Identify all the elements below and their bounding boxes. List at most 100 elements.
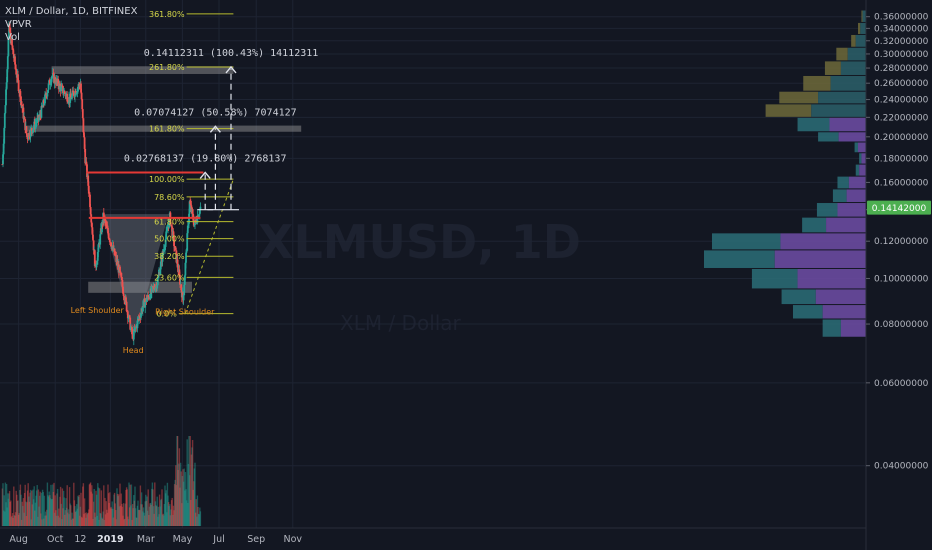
candle[interactable] xyxy=(122,282,124,295)
price-tick-label[interactable]: 0.36000000 xyxy=(874,13,929,23)
candle[interactable] xyxy=(6,66,9,88)
candle[interactable] xyxy=(165,225,168,233)
candle[interactable] xyxy=(36,113,39,126)
price-tick-label[interactable]: 0.06000000 xyxy=(874,379,929,389)
candle[interactable] xyxy=(149,286,152,300)
candle[interactable] xyxy=(12,50,15,62)
time-tick-label[interactable]: Oct xyxy=(47,534,64,545)
candle[interactable] xyxy=(186,230,189,251)
candle[interactable] xyxy=(126,310,129,324)
candle[interactable] xyxy=(50,75,53,87)
candle[interactable] xyxy=(106,221,109,229)
candle[interactable] xyxy=(144,300,147,314)
candle[interactable] xyxy=(5,86,7,107)
candle[interactable] xyxy=(131,324,133,339)
candle[interactable] xyxy=(49,79,52,90)
price-tick-label[interactable]: 0.26000000 xyxy=(874,79,929,89)
candle[interactable] xyxy=(105,221,108,228)
candle[interactable] xyxy=(189,197,192,205)
candles[interactable] xyxy=(1,21,202,346)
time-tick-label[interactable]: Mar xyxy=(137,534,155,545)
candle[interactable] xyxy=(22,103,25,123)
price-tick-label[interactable]: 0.24000000 xyxy=(874,96,929,106)
price-tick-label[interactable]: 0.32000000 xyxy=(874,37,929,47)
candle[interactable] xyxy=(82,118,85,135)
candle[interactable] xyxy=(40,102,43,119)
candle[interactable] xyxy=(199,202,202,214)
candle[interactable] xyxy=(8,21,11,33)
candle[interactable] xyxy=(6,53,9,73)
candle[interactable] xyxy=(7,37,10,58)
candle[interactable] xyxy=(156,284,159,292)
candle[interactable] xyxy=(193,224,196,227)
price-tick-label[interactable]: 0.04000000 xyxy=(874,462,929,472)
candle[interactable] xyxy=(39,109,42,120)
candle[interactable] xyxy=(182,294,185,306)
candle[interactable] xyxy=(132,325,135,346)
candle[interactable] xyxy=(92,229,94,241)
candle[interactable] xyxy=(19,89,22,106)
price-tick-label[interactable]: 0.12000000 xyxy=(874,237,929,247)
candle[interactable] xyxy=(66,97,69,103)
time-tick-label[interactable]: Aug xyxy=(9,534,28,545)
last-price-tag[interactable]: 0.14142000 xyxy=(867,200,931,215)
candle[interactable] xyxy=(17,78,20,94)
candle[interactable] xyxy=(125,301,128,313)
candle[interactable] xyxy=(92,240,95,255)
time-tick-label[interactable]: 12 xyxy=(74,534,86,545)
candle[interactable] xyxy=(111,246,114,253)
candle[interactable] xyxy=(120,272,123,279)
candle[interactable] xyxy=(2,151,4,168)
candle[interactable] xyxy=(97,242,100,258)
candle[interactable] xyxy=(123,294,126,305)
time-tick-label[interactable]: Nov xyxy=(284,534,303,545)
candle[interactable] xyxy=(72,86,75,93)
candle[interactable] xyxy=(80,88,83,101)
candle[interactable] xyxy=(116,255,119,270)
price-tick-label[interactable]: 0.22000000 xyxy=(874,113,929,123)
candle[interactable] xyxy=(119,265,121,276)
candle[interactable] xyxy=(165,226,168,245)
candle[interactable] xyxy=(58,80,61,92)
time-tick-label[interactable]: 2019 xyxy=(97,534,123,545)
candle[interactable] xyxy=(115,252,118,266)
candle[interactable] xyxy=(37,114,40,126)
candle[interactable] xyxy=(107,231,110,240)
candle[interactable] xyxy=(60,80,63,94)
time-tick-label[interactable]: May xyxy=(173,534,193,545)
candle[interactable] xyxy=(12,48,15,55)
indicator-vpvr[interactable]: VPVR xyxy=(5,19,32,30)
candle[interactable] xyxy=(83,130,85,138)
price-tick-label[interactable]: 0.10000000 xyxy=(874,274,929,284)
candle[interactable] xyxy=(51,67,54,79)
candle[interactable] xyxy=(178,265,181,277)
candle[interactable] xyxy=(136,316,139,333)
candle[interactable] xyxy=(47,89,49,93)
candle[interactable] xyxy=(3,126,6,149)
candle[interactable] xyxy=(186,220,189,238)
candle[interactable] xyxy=(142,300,145,312)
candle[interactable] xyxy=(183,274,186,285)
price-tick-label[interactable]: 0.20000000 xyxy=(874,133,929,143)
candle[interactable] xyxy=(69,88,72,98)
measurements[interactable]: 0.02768137 (19.80%) 2768137 0.07074127 (5… xyxy=(124,48,318,211)
candle[interactable] xyxy=(173,240,176,252)
time-tick-label[interactable]: Sep xyxy=(247,534,265,545)
drawn-lines[interactable] xyxy=(86,171,234,314)
candle[interactable] xyxy=(104,219,107,230)
candle[interactable] xyxy=(189,199,192,207)
symbol-title[interactable]: XLM / Dollar, 1D, BITFINEX xyxy=(5,6,138,17)
candle[interactable] xyxy=(138,312,141,321)
price-tick-label[interactable]: 0.30000000 xyxy=(874,50,929,60)
candle[interactable] xyxy=(108,237,111,246)
fib-extension[interactable]: 0.0% 23.60% 38.20% 50.00% 61.80% 78.60% 100.00… xyxy=(149,10,234,319)
candle[interactable] xyxy=(80,81,82,94)
candle[interactable] xyxy=(77,82,80,92)
candle[interactable] xyxy=(65,92,67,100)
candle[interactable] xyxy=(59,81,61,87)
price-tick-label[interactable]: 0.34000000 xyxy=(874,24,929,34)
price-tick-label[interactable]: 0.18000000 xyxy=(874,154,929,164)
candle[interactable] xyxy=(34,118,37,133)
